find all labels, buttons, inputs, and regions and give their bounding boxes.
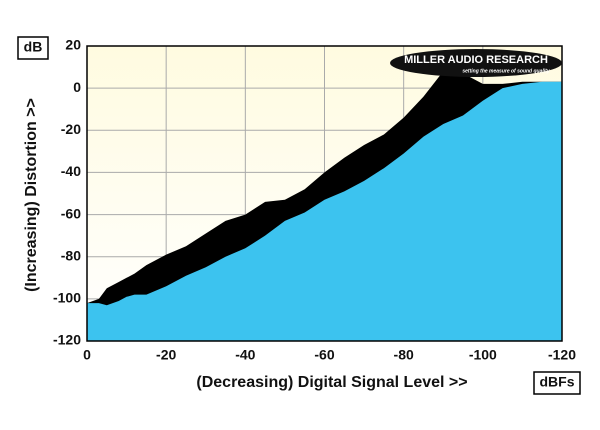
y-tick-label: -40 (61, 163, 81, 179)
x-tick-label: -20 (156, 347, 176, 363)
logo-badge (390, 49, 562, 77)
y-tick-label: -120 (53, 332, 81, 348)
x-tick-label: 0 (83, 347, 91, 363)
x-axis-label: (Decreasing) Digital Signal Level >> (196, 374, 467, 391)
y-tick-label: -20 (61, 121, 81, 137)
area (87, 81, 562, 342)
x-tick-label: -120 (548, 347, 576, 363)
logo-tagline: setting the measure of sound quality (462, 68, 549, 74)
y-tick-label: 20 (65, 37, 81, 53)
x-unit: dBFs (540, 374, 575, 390)
y-unit: dB (24, 39, 43, 55)
x-tick-label: -60 (314, 347, 334, 363)
y-tick-label: -60 (61, 205, 81, 221)
logo-text: MILLER AUDIO RESEARCH (404, 54, 548, 66)
x-tick-label: -80 (394, 347, 414, 363)
plot-frame (86, 45, 563, 342)
y-tick-label: 0 (73, 79, 81, 95)
y-tick-label: -80 (61, 247, 81, 263)
unit-box (533, 371, 581, 395)
y-tick-label: -100 (53, 290, 81, 306)
y-axis-label: (Increasing) Distortion >> (23, 98, 40, 292)
x-tick-label: -40 (235, 347, 255, 363)
x-tick-label: -100 (469, 347, 497, 363)
unit-box (17, 36, 49, 60)
